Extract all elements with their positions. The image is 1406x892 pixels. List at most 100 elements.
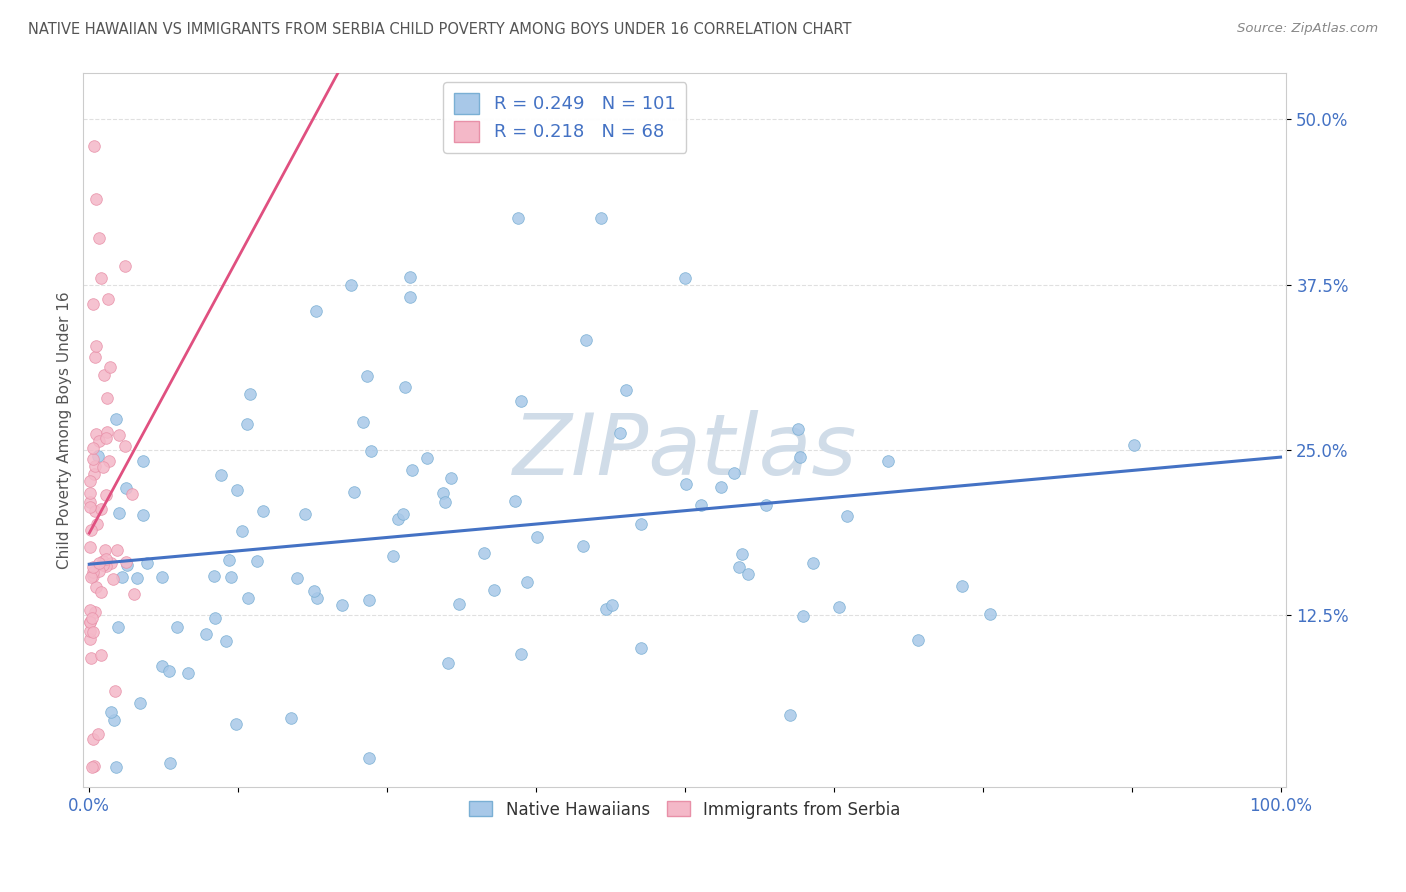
Point (114, 259, 136, 273)
Point (787, 422, 810, 436)
Point (231, 524, 253, 538)
Point (89, 564, 111, 578)
Point (87, 727, 110, 741)
Point (280, 711, 302, 725)
Point (79, 632, 101, 646)
Point (979, 607, 1001, 621)
Point (675, 477, 697, 491)
Point (128, 697, 150, 711)
Text: ZIPatlas: ZIPatlas (513, 410, 858, 493)
Point (83, 759, 105, 773)
Point (387, 512, 409, 526)
Point (950, 578, 973, 592)
Point (96, 425, 118, 439)
Point (150, 659, 173, 673)
Point (83, 467, 105, 482)
Point (150, 570, 173, 584)
Point (779, 708, 801, 723)
Point (710, 480, 733, 494)
Point (97, 453, 120, 467)
Point (82, 565, 104, 579)
Point (127, 571, 149, 585)
Point (755, 499, 778, 513)
Point (340, 277, 363, 292)
Y-axis label: Child Poverty Among Boys Under 16: Child Poverty Among Boys Under 16 (58, 292, 72, 569)
Point (91, 554, 114, 568)
Point (114, 439, 136, 453)
Point (108, 506, 131, 520)
Point (828, 600, 851, 615)
Point (87, 434, 110, 448)
Point (302, 583, 325, 598)
Point (505, 493, 527, 508)
Point (482, 582, 505, 597)
Point (595, 602, 617, 616)
Point (439, 471, 461, 485)
Point (246, 554, 269, 568)
Point (359, 593, 381, 607)
Point (401, 463, 423, 477)
Point (115, 555, 138, 569)
Point (1123, 438, 1146, 452)
Point (80, 570, 103, 584)
Point (673, 271, 696, 285)
Point (510, 647, 533, 661)
Point (399, 290, 422, 304)
Point (391, 508, 413, 522)
Point (447, 597, 470, 611)
Point (214, 634, 236, 648)
Point (93, 543, 115, 558)
Text: Source: ZipAtlas.com: Source: ZipAtlas.com (1237, 22, 1378, 36)
Point (104, 684, 127, 698)
Point (285, 571, 308, 585)
Point (105, 760, 128, 774)
Point (356, 369, 378, 384)
Point (330, 599, 353, 613)
Point (84, 339, 107, 353)
Point (359, 751, 381, 765)
Point (690, 498, 713, 512)
Text: NATIVE HAWAIIAN VS IMMIGRANTS FROM SERBIA CHILD POVERTY AMONG BOYS UNDER 16 CORR: NATIVE HAWAIIAN VS IMMIGRANTS FROM SERBI… (28, 22, 852, 37)
Point (176, 665, 198, 680)
Point (394, 380, 416, 394)
Point (82, 760, 104, 774)
Point (94, 552, 117, 566)
Point (79, 540, 101, 554)
Point (907, 633, 929, 648)
Point (79, 603, 101, 617)
Point (90, 502, 112, 516)
Point (82, 441, 104, 455)
Point (294, 507, 316, 521)
Point (79, 615, 101, 629)
Point (202, 569, 225, 583)
Point (135, 556, 157, 570)
Point (105, 543, 128, 558)
Point (398, 269, 420, 284)
Point (94, 559, 117, 574)
Point (792, 609, 814, 624)
Point (801, 556, 824, 570)
Point (82, 297, 104, 311)
Point (83, 138, 105, 153)
Point (79, 495, 101, 509)
Point (115, 558, 138, 572)
Point (91, 460, 114, 475)
Point (437, 656, 460, 670)
Point (82, 560, 104, 574)
Point (352, 415, 374, 429)
Point (236, 591, 259, 606)
Point (132, 508, 155, 522)
Point (79, 474, 101, 488)
Point (837, 509, 859, 524)
Point (571, 539, 593, 553)
Point (79, 624, 101, 638)
Point (252, 504, 274, 518)
Point (80, 610, 103, 624)
Point (82, 625, 104, 640)
Point (111, 570, 134, 584)
Point (159, 756, 181, 771)
Point (83, 504, 105, 518)
Point (87, 556, 110, 570)
Point (600, 598, 623, 612)
Point (731, 548, 754, 562)
